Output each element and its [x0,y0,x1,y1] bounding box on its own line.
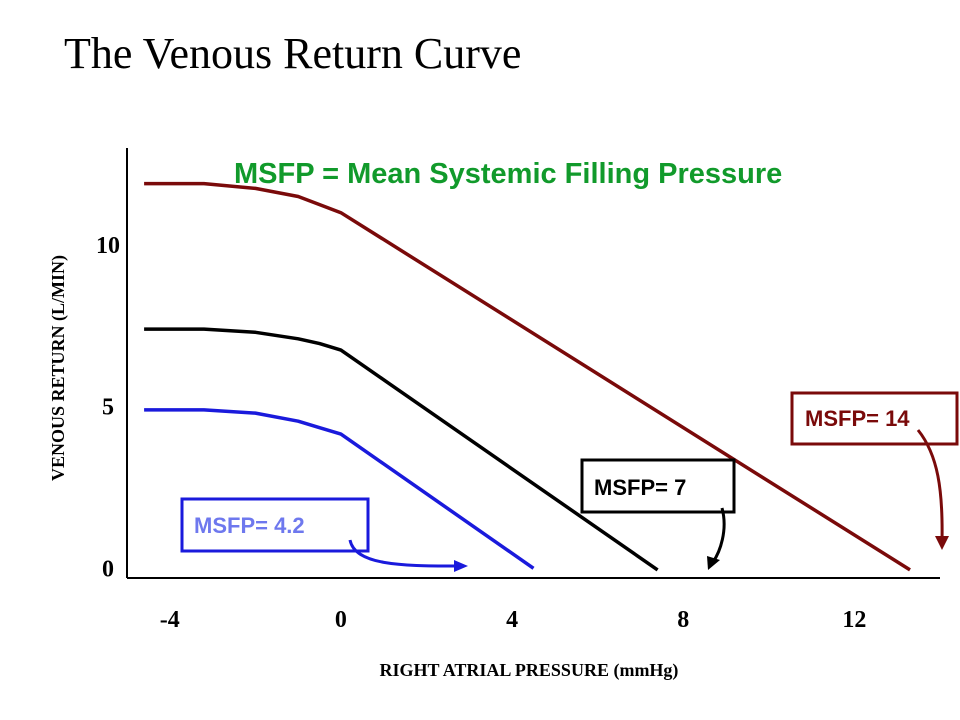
callout-msfp-14: MSFP= 14 [790,391,959,550]
callout-arrowhead-msfp-4-2 [454,560,468,572]
y-axis-label: VENOUS RETURN (L/MIN) [48,255,69,481]
callout-msfp-7: MSFP= 7 [580,458,736,570]
line-msfp-7 [144,327,659,572]
y-tick-label: 10 [96,233,120,259]
callout-arrowhead-msfp-7 [707,556,720,570]
callout-box-msfp-7 [580,458,736,514]
line-msfp-4-2 [144,408,535,570]
callout-text-msfp-4-2: MSFP= 4.2 [194,513,305,538]
callout-arrow-msfp-4-2 [348,539,457,568]
chart-subtitle: MSFP = Mean Systemic Filling Pressure [234,158,782,190]
y-tick-label: 5 [102,395,114,421]
x-tick-label: 12 [842,607,866,633]
callout-box-msfp-4-2 [180,497,370,553]
x-tick-label: 8 [677,607,689,633]
callout-arrow-msfp-7 [711,507,726,563]
x-tick-label: -4 [160,607,180,633]
y-tick-label: 0 [102,556,114,582]
callout-msfp-4-2: MSFP= 4.2 [180,497,468,572]
callout-arrow-msfp-14 [916,429,944,543]
slide-title: The Venous Return Curve [64,29,522,78]
x-tick-label: 0 [335,607,347,633]
callout-text-msfp-14: MSFP= 14 [805,406,910,431]
callout-box-msfp-14 [790,391,959,446]
callout-text-msfp-7: MSFP= 7 [594,475,686,500]
line-msfp-14 [144,181,911,572]
x-tick-label: 4 [506,607,518,633]
x-axis-label: RIGHT ATRIAL PRESSURE (mmHg) [380,660,679,681]
callout-arrowhead-msfp-14 [935,536,949,550]
